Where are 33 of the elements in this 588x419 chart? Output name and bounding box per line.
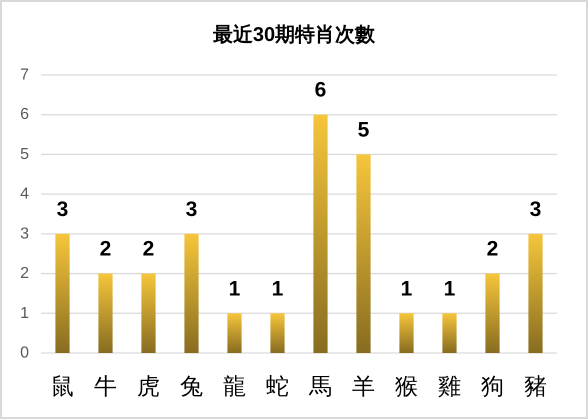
- y-tick-label: 6: [20, 106, 30, 124]
- x-tick-label: 豬: [524, 374, 547, 399]
- y-tick-label: 4: [20, 186, 30, 203]
- data-label: 1: [272, 277, 284, 300]
- y-tick-label: 3: [20, 225, 30, 242]
- x-tick-label: 虎: [137, 374, 160, 399]
- y-tick-label: 2: [20, 265, 30, 282]
- x-tick-label: 龍: [223, 374, 246, 399]
- data-label: 5: [358, 118, 370, 142]
- data-label: 3: [186, 198, 198, 221]
- x-tick-label: 羊: [352, 374, 375, 399]
- y-tick-label: 1: [20, 304, 30, 322]
- data-label: 1: [444, 277, 456, 300]
- x-tick-label: 牛: [94, 374, 117, 399]
- x-tick-label: 蛇: [266, 374, 289, 399]
- data-label: 3: [530, 198, 542, 221]
- data-label: 2: [486, 238, 498, 261]
- x-tick-label: 狗: [481, 374, 504, 399]
- data-label: 3: [56, 198, 68, 221]
- data-label: 2: [100, 238, 112, 261]
- x-tick-label: 兔: [180, 374, 203, 399]
- x-tick-label: 鼠: [51, 374, 74, 399]
- chart-title: 最近30期特肖次數: [212, 23, 376, 46]
- data-label: 1: [400, 277, 413, 300]
- y-tick-label: 0: [20, 344, 30, 362]
- y-tick-label: 5: [20, 146, 30, 163]
- y-tick-label: 7: [20, 66, 30, 84]
- x-tick-label: 雞: [438, 374, 461, 399]
- x-tick-label: 猴: [395, 374, 418, 399]
- data-label: 2: [142, 238, 154, 261]
- x-tick-label: 馬: [308, 374, 332, 399]
- data-label: 1: [228, 277, 241, 300]
- data-label: 6: [314, 78, 326, 102]
